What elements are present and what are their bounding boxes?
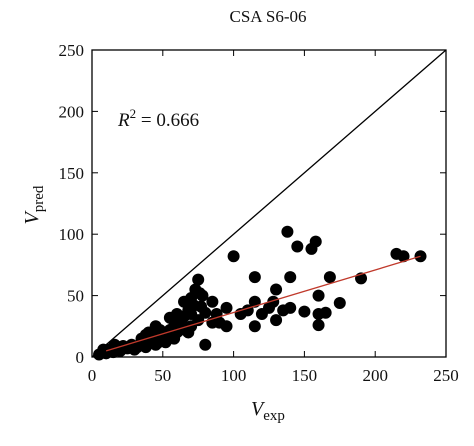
point bbox=[312, 289, 325, 302]
y-tick-label: 250 bbox=[59, 41, 85, 60]
point bbox=[220, 320, 233, 333]
point bbox=[159, 336, 172, 349]
point bbox=[178, 295, 191, 308]
point bbox=[220, 301, 233, 314]
point bbox=[182, 326, 195, 339]
x-label-main: V bbox=[251, 398, 266, 420]
y-tick-label: 100 bbox=[59, 225, 85, 244]
point bbox=[248, 320, 261, 333]
point bbox=[93, 348, 106, 361]
point bbox=[199, 338, 212, 351]
annotation: R2 = 0.666 bbox=[117, 106, 199, 131]
identity-line bbox=[91, 49, 447, 358]
plot-frame bbox=[91, 49, 447, 358]
point bbox=[323, 271, 336, 284]
point bbox=[298, 305, 311, 318]
point bbox=[312, 308, 325, 321]
y-tick-label: 150 bbox=[59, 164, 85, 183]
x-tick-label: 250 bbox=[433, 366, 459, 385]
point bbox=[255, 308, 268, 321]
point bbox=[281, 225, 294, 238]
point bbox=[270, 314, 283, 327]
annotation-main: R bbox=[117, 110, 130, 131]
point bbox=[163, 311, 176, 324]
x-tick-label: 50 bbox=[154, 366, 171, 385]
point bbox=[333, 296, 346, 309]
fit-line bbox=[105, 255, 421, 352]
y-label-main: V bbox=[21, 209, 43, 224]
y-axis-label: Vpred bbox=[21, 185, 47, 224]
point bbox=[277, 304, 290, 317]
point bbox=[192, 273, 205, 286]
y-tick-label: 0 bbox=[76, 348, 85, 367]
annotation-rest: = 0.666 bbox=[136, 110, 199, 131]
point bbox=[390, 247, 403, 260]
y-tick-label: 50 bbox=[67, 287, 84, 306]
point bbox=[149, 320, 162, 333]
x-tick-label: 0 bbox=[88, 366, 97, 385]
point bbox=[284, 271, 297, 284]
x-tick-label: 200 bbox=[362, 366, 388, 385]
point bbox=[227, 250, 240, 263]
annotation-sup: 2 bbox=[130, 106, 137, 121]
point bbox=[305, 242, 318, 255]
y-tick-label: 200 bbox=[59, 102, 85, 121]
point bbox=[248, 271, 261, 284]
x-tick-label: 100 bbox=[221, 366, 247, 385]
point bbox=[206, 295, 219, 308]
chart-title: CSA S6-06 bbox=[230, 7, 307, 26]
point bbox=[312, 319, 325, 332]
y-label-sub: pred bbox=[31, 185, 47, 212]
point bbox=[291, 240, 304, 253]
x-axis-label: Vexp bbox=[251, 398, 285, 424]
x-tick-label: 150 bbox=[292, 366, 318, 385]
x-label-sub: exp bbox=[263, 408, 285, 424]
point bbox=[270, 283, 283, 296]
